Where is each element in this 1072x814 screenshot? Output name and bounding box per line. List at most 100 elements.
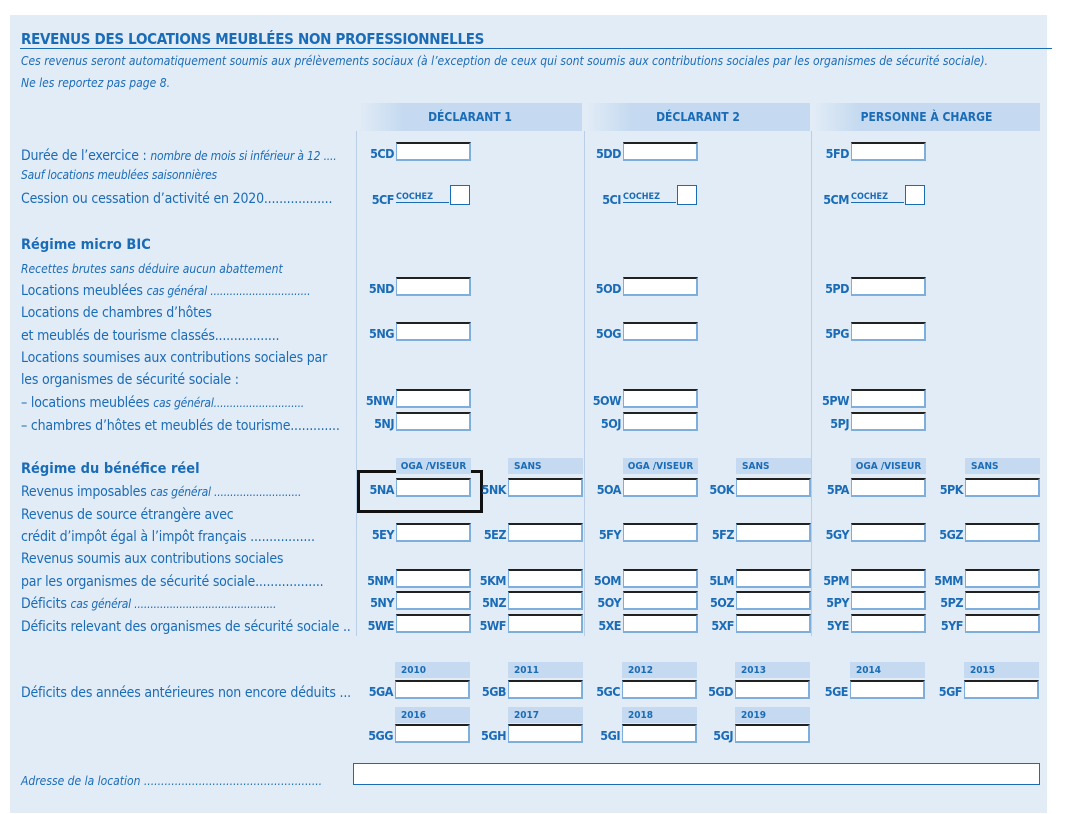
checkbox-5CF[interactable] bbox=[450, 185, 470, 205]
row-label: crédit d’impôt égal à l’impôt français .… bbox=[21, 529, 315, 545]
field-input-5OM[interactable] bbox=[623, 569, 698, 588]
deficits-label: Déficits des années antérieures non enco… bbox=[21, 685, 351, 701]
field-code-5PA: 5PA bbox=[826, 482, 850, 497]
field-input-5EY[interactable] bbox=[396, 523, 471, 542]
label-text: Durée de l’exercice : bbox=[21, 148, 151, 164]
address-label: Adresse de la location .................… bbox=[21, 774, 323, 788]
row-label: Locations soumises aux contributions soc… bbox=[21, 350, 327, 366]
field-input-5GE[interactable] bbox=[850, 680, 925, 699]
field-input-5OK[interactable] bbox=[736, 478, 811, 497]
field-input-5PY[interactable] bbox=[851, 591, 926, 610]
field-input-5PK[interactable] bbox=[965, 478, 1040, 497]
column-divider bbox=[811, 131, 812, 636]
field-input-5YF[interactable] bbox=[965, 614, 1040, 633]
label-text: Cession ou cessation d’activité en 2020.… bbox=[21, 191, 333, 207]
address-input[interactable] bbox=[353, 763, 1040, 785]
label-italic-text: Sauf locations meublées saisonnières bbox=[21, 168, 217, 182]
field-input-5NA[interactable] bbox=[396, 478, 471, 497]
field-code-5GY: 5GY bbox=[825, 527, 850, 542]
field-input-5GF[interactable] bbox=[964, 680, 1039, 699]
field-input-5PJ[interactable] bbox=[851, 412, 926, 431]
field-input-5GC[interactable] bbox=[622, 680, 697, 699]
field-input-5GB[interactable] bbox=[508, 680, 583, 699]
field-input-5NM[interactable] bbox=[396, 569, 471, 588]
label-text: Locations soumises aux contributions soc… bbox=[21, 350, 328, 366]
field-input-5OA[interactable] bbox=[623, 478, 698, 497]
field-input-5GZ[interactable] bbox=[965, 523, 1040, 542]
label-text: – locations meublées bbox=[21, 395, 154, 411]
cochez-label: COCHEZ bbox=[851, 192, 904, 203]
label-text: Locations de chambres d’hôtes bbox=[21, 305, 212, 321]
field-input-5GJ[interactable] bbox=[735, 724, 810, 743]
field-code-5WF: 5WF bbox=[479, 618, 507, 633]
field-input-5OJ[interactable] bbox=[623, 412, 698, 431]
field-input-5NJ[interactable] bbox=[396, 412, 471, 431]
field-code-5GD: 5GD bbox=[708, 684, 733, 699]
field-input-5PD[interactable] bbox=[851, 277, 926, 296]
year-header: 2012 bbox=[622, 662, 697, 678]
field-input-5OZ[interactable] bbox=[736, 591, 811, 610]
field-input-5GI[interactable] bbox=[622, 724, 697, 743]
field-input-5WE[interactable] bbox=[396, 614, 471, 633]
field-input-5NK[interactable] bbox=[508, 478, 583, 497]
field-input-5XE[interactable] bbox=[623, 614, 698, 633]
checkbox-5CI[interactable] bbox=[677, 185, 697, 205]
label-italic-text: cas général............................ bbox=[153, 396, 305, 410]
field-code-5FY: 5FY bbox=[598, 527, 622, 542]
field-input-5MM[interactable] bbox=[965, 569, 1040, 588]
field-input-5PW[interactable] bbox=[851, 389, 926, 408]
field-input-5FD[interactable] bbox=[851, 142, 926, 161]
field-input-5DD[interactable] bbox=[623, 142, 698, 161]
field-input-5GH[interactable] bbox=[508, 724, 583, 743]
field-input-5GY[interactable] bbox=[851, 523, 926, 542]
field-input-5YE[interactable] bbox=[851, 614, 926, 633]
field-input-5NW[interactable] bbox=[396, 389, 471, 408]
field-input-5EZ[interactable] bbox=[508, 523, 583, 542]
field-input-5FZ[interactable] bbox=[736, 523, 811, 542]
label-italic-text: cas général ........................... bbox=[150, 485, 302, 499]
subheader: OGA /VISEUR bbox=[623, 458, 698, 474]
year-header: 2014 bbox=[850, 662, 925, 678]
field-input-5LM[interactable] bbox=[736, 569, 811, 588]
field-input-5ND[interactable] bbox=[396, 277, 471, 296]
row-label: Revenus de source étrangère avec bbox=[21, 507, 234, 523]
field-input-5PZ[interactable] bbox=[965, 591, 1040, 610]
field-input-5NY[interactable] bbox=[396, 591, 471, 610]
checkbox-5CM[interactable] bbox=[905, 185, 925, 205]
field-input-5GA[interactable] bbox=[395, 680, 470, 699]
row-label: Revenus imposables cas général .........… bbox=[21, 484, 301, 500]
label-text: Revenus de source étrangère avec bbox=[21, 507, 234, 523]
field-code-5OA: 5OA bbox=[596, 482, 622, 497]
field-input-5PA[interactable] bbox=[851, 478, 926, 497]
label-text: Revenus imposables bbox=[21, 484, 151, 500]
field-input-5WF[interactable] bbox=[508, 614, 583, 633]
field-input-5NG[interactable] bbox=[396, 322, 471, 341]
cochez-label: COCHEZ bbox=[623, 192, 676, 203]
field-code-5GG: 5GG bbox=[368, 728, 393, 743]
field-code-5XE: 5XE bbox=[598, 618, 621, 633]
field-input-5PM[interactable] bbox=[851, 569, 926, 588]
field-code-5ND: 5ND bbox=[368, 281, 395, 296]
field-input-5GD[interactable] bbox=[735, 680, 810, 699]
field-code-5DD: 5DD bbox=[595, 146, 622, 161]
field-code-5XF: 5XF bbox=[711, 618, 734, 633]
field-input-5CD[interactable] bbox=[396, 142, 471, 161]
field-input-5GG[interactable] bbox=[395, 724, 470, 743]
label-text: crédit d’impôt égal à l’impôt français .… bbox=[21, 529, 315, 545]
intro-line-1: Ces revenus seront automatiquement soumi… bbox=[21, 54, 988, 68]
field-input-5OD[interactable] bbox=[623, 277, 698, 296]
field-input-5FY[interactable] bbox=[623, 523, 698, 542]
micro-bic-heading: Régime micro BIC bbox=[21, 237, 151, 253]
field-input-5NZ[interactable] bbox=[508, 591, 583, 610]
field-code-5PW: 5PW bbox=[822, 393, 849, 408]
field-input-5OW[interactable] bbox=[623, 389, 698, 408]
field-input-5OY[interactable] bbox=[623, 591, 698, 610]
field-input-5PG[interactable] bbox=[851, 322, 926, 341]
field-code-5PZ: 5PZ bbox=[940, 595, 963, 610]
field-code-5OY: 5OY bbox=[597, 595, 621, 610]
field-input-5KM[interactable] bbox=[508, 569, 583, 588]
field-input-5XF[interactable] bbox=[736, 614, 811, 633]
field-input-5OG[interactable] bbox=[623, 322, 698, 341]
label-italic-text: cas général ............................… bbox=[146, 284, 311, 298]
row-label: – chambres d’hôtes et meublés de tourism… bbox=[21, 418, 340, 434]
